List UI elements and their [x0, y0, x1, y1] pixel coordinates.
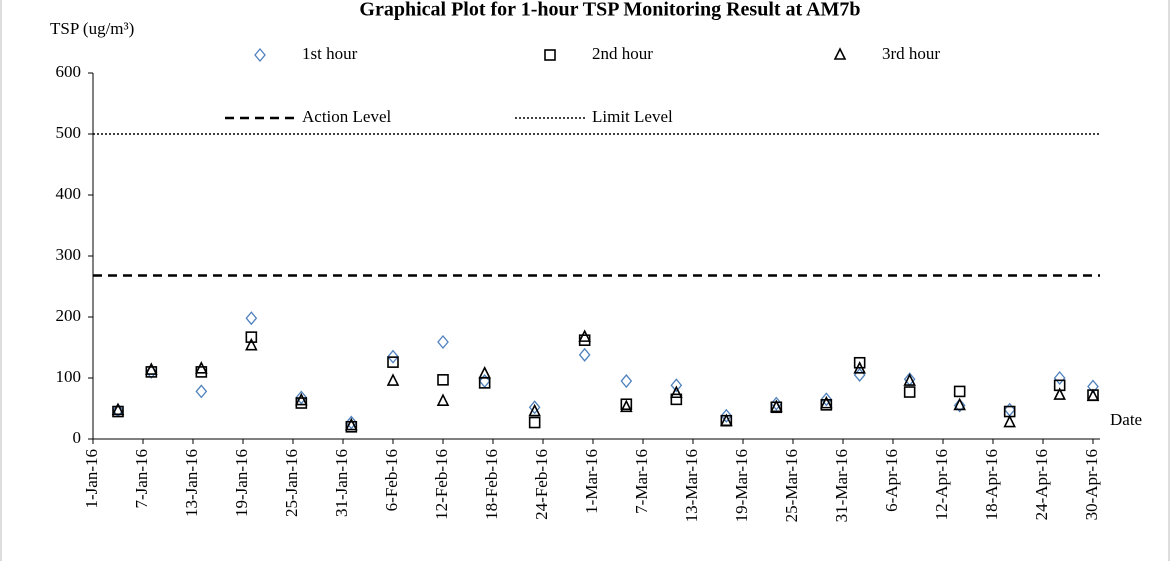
y-tick-label: 400	[56, 184, 82, 203]
y-axis-label: TSP (ug/m³)	[50, 19, 134, 38]
point	[345, 420, 358, 433]
x-tick-label: 6-Feb-16	[382, 449, 401, 511]
x-tick-label: 7-Mar-16	[632, 449, 651, 514]
point	[953, 398, 966, 413]
point	[853, 361, 866, 374]
point	[1053, 387, 1066, 400]
y-tick-label: 0	[73, 428, 82, 447]
y-tick-label: 500	[56, 123, 82, 142]
y-tick-label: 600	[56, 62, 82, 81]
point	[620, 398, 633, 411]
x-tick-label: 1-Mar-16	[582, 449, 601, 514]
point	[953, 397, 966, 411]
point	[387, 349, 399, 364]
point	[528, 403, 541, 417]
legend-label: 2nd hour	[592, 44, 653, 63]
legend-marker	[544, 49, 556, 61]
legend-label: Action Level	[302, 107, 391, 126]
x-tick-label: 12-Apr-16	[932, 449, 951, 520]
x-tick-label: 24-Feb-16	[532, 449, 551, 520]
x-tick-label: 25-Mar-16	[782, 449, 801, 522]
point	[903, 386, 916, 398]
point	[345, 415, 358, 430]
point	[111, 402, 125, 416]
x-tick-label: 18-Apr-16	[982, 449, 1001, 520]
point	[478, 374, 491, 389]
point	[386, 373, 400, 386]
y-tick-label: 100	[56, 367, 82, 386]
point	[620, 399, 633, 413]
x-tick-label: 18-Feb-16	[482, 449, 501, 520]
point	[478, 365, 491, 379]
point	[670, 378, 683, 393]
point	[853, 356, 866, 369]
x-tick-label: 24-Apr-16	[1032, 449, 1051, 520]
point	[528, 416, 541, 429]
point	[295, 390, 308, 405]
legend-marker	[833, 47, 847, 60]
point	[295, 392, 308, 406]
point	[245, 331, 258, 343]
point	[437, 374, 449, 386]
y-tick-label: 300	[56, 245, 82, 264]
point	[903, 373, 916, 386]
x-tick-label: 25-Jan-16	[282, 449, 301, 517]
legend-label: Limit Level	[592, 107, 673, 126]
x-tick-label: 30-Apr-16	[1082, 449, 1101, 520]
chart-title: Graphical Plot for 1-hour TSP Monitoring…	[359, 0, 860, 21]
point	[720, 408, 733, 423]
point	[436, 393, 450, 406]
legend-marker	[254, 47, 266, 63]
point	[578, 347, 591, 362]
point	[1087, 379, 1099, 394]
point	[112, 405, 124, 418]
x-tick-label: 19-Mar-16	[732, 449, 751, 522]
x-tick-label: 31-Mar-16	[832, 449, 851, 522]
point	[245, 311, 258, 326]
point	[387, 356, 399, 368]
point	[820, 399, 833, 411]
legend-label: 3rd hour	[882, 44, 940, 63]
x-tick-label: 12-Feb-16	[432, 449, 451, 520]
x-tick-label: 1-Jan-16	[82, 449, 101, 508]
y-tick-label: 200	[56, 306, 82, 325]
x-tick-label: 13-Jan-16	[182, 449, 201, 517]
x-tick-label: 31-Jan-16	[332, 449, 351, 517]
point	[670, 385, 683, 399]
point	[670, 393, 683, 406]
point	[195, 361, 208, 374]
legend-label: 1st hour	[302, 44, 358, 63]
x-tick-label: 7-Jan-16	[132, 449, 151, 508]
point	[578, 329, 591, 342]
point	[820, 395, 833, 409]
x-tick-label: 13-Mar-16	[682, 449, 701, 522]
point	[145, 366, 158, 378]
point	[1053, 370, 1066, 386]
x-tick-label: 6-Apr-16	[882, 449, 901, 512]
x-tick-label: 19-Jan-16	[232, 449, 251, 517]
point	[145, 362, 158, 375]
point	[620, 374, 633, 389]
point	[953, 385, 966, 398]
point	[820, 392, 833, 407]
point	[195, 384, 208, 399]
point	[1086, 388, 1100, 402]
point	[437, 334, 449, 350]
point	[528, 400, 541, 415]
point	[720, 413, 733, 427]
point	[1003, 414, 1016, 428]
point	[345, 417, 358, 431]
point	[245, 337, 258, 351]
point	[770, 399, 783, 413]
point	[1003, 402, 1016, 417]
x-axis-label: Date	[1110, 410, 1142, 429]
